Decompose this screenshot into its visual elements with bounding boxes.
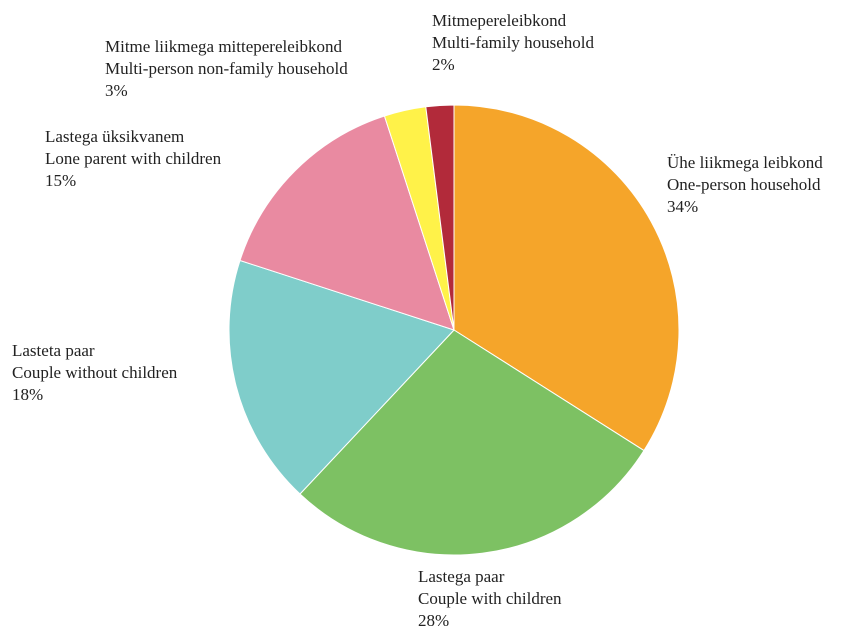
slice-label-en: Multi-person non-family household [105,59,348,78]
slice-value-label: 18% [12,385,43,404]
slice-value-label: 28% [418,611,449,630]
slice-label-en: Couple without children [12,363,178,382]
slice-label-en: Lone parent with children [45,149,222,168]
pie-slice [239,115,455,331]
slice-label-en: One-person household [667,175,821,194]
slice-value-label: 15% [45,171,76,190]
slice-label: Lasteta paar [12,341,95,360]
slice-value-label: 34% [667,197,698,216]
pie-slice [425,104,455,331]
slice-label: Lastega paar [418,567,505,586]
slice-label: Ühe liikmega leibkond [667,153,823,172]
pie-slice [299,329,645,556]
slice-value-label: 3% [105,81,128,100]
pie-slice [228,259,455,495]
slice-label: Mitme liikmega mittepereleibkond [105,37,342,56]
slice-label: Lastega üksikvanem [45,127,184,146]
pie-slice [453,104,680,452]
slice-label-en: Multi-family household [432,33,594,52]
slice-value-label: 2% [432,55,455,74]
slice-label: Mitmepereleibkond [432,11,567,30]
slice-label-en: Couple with children [418,589,562,608]
